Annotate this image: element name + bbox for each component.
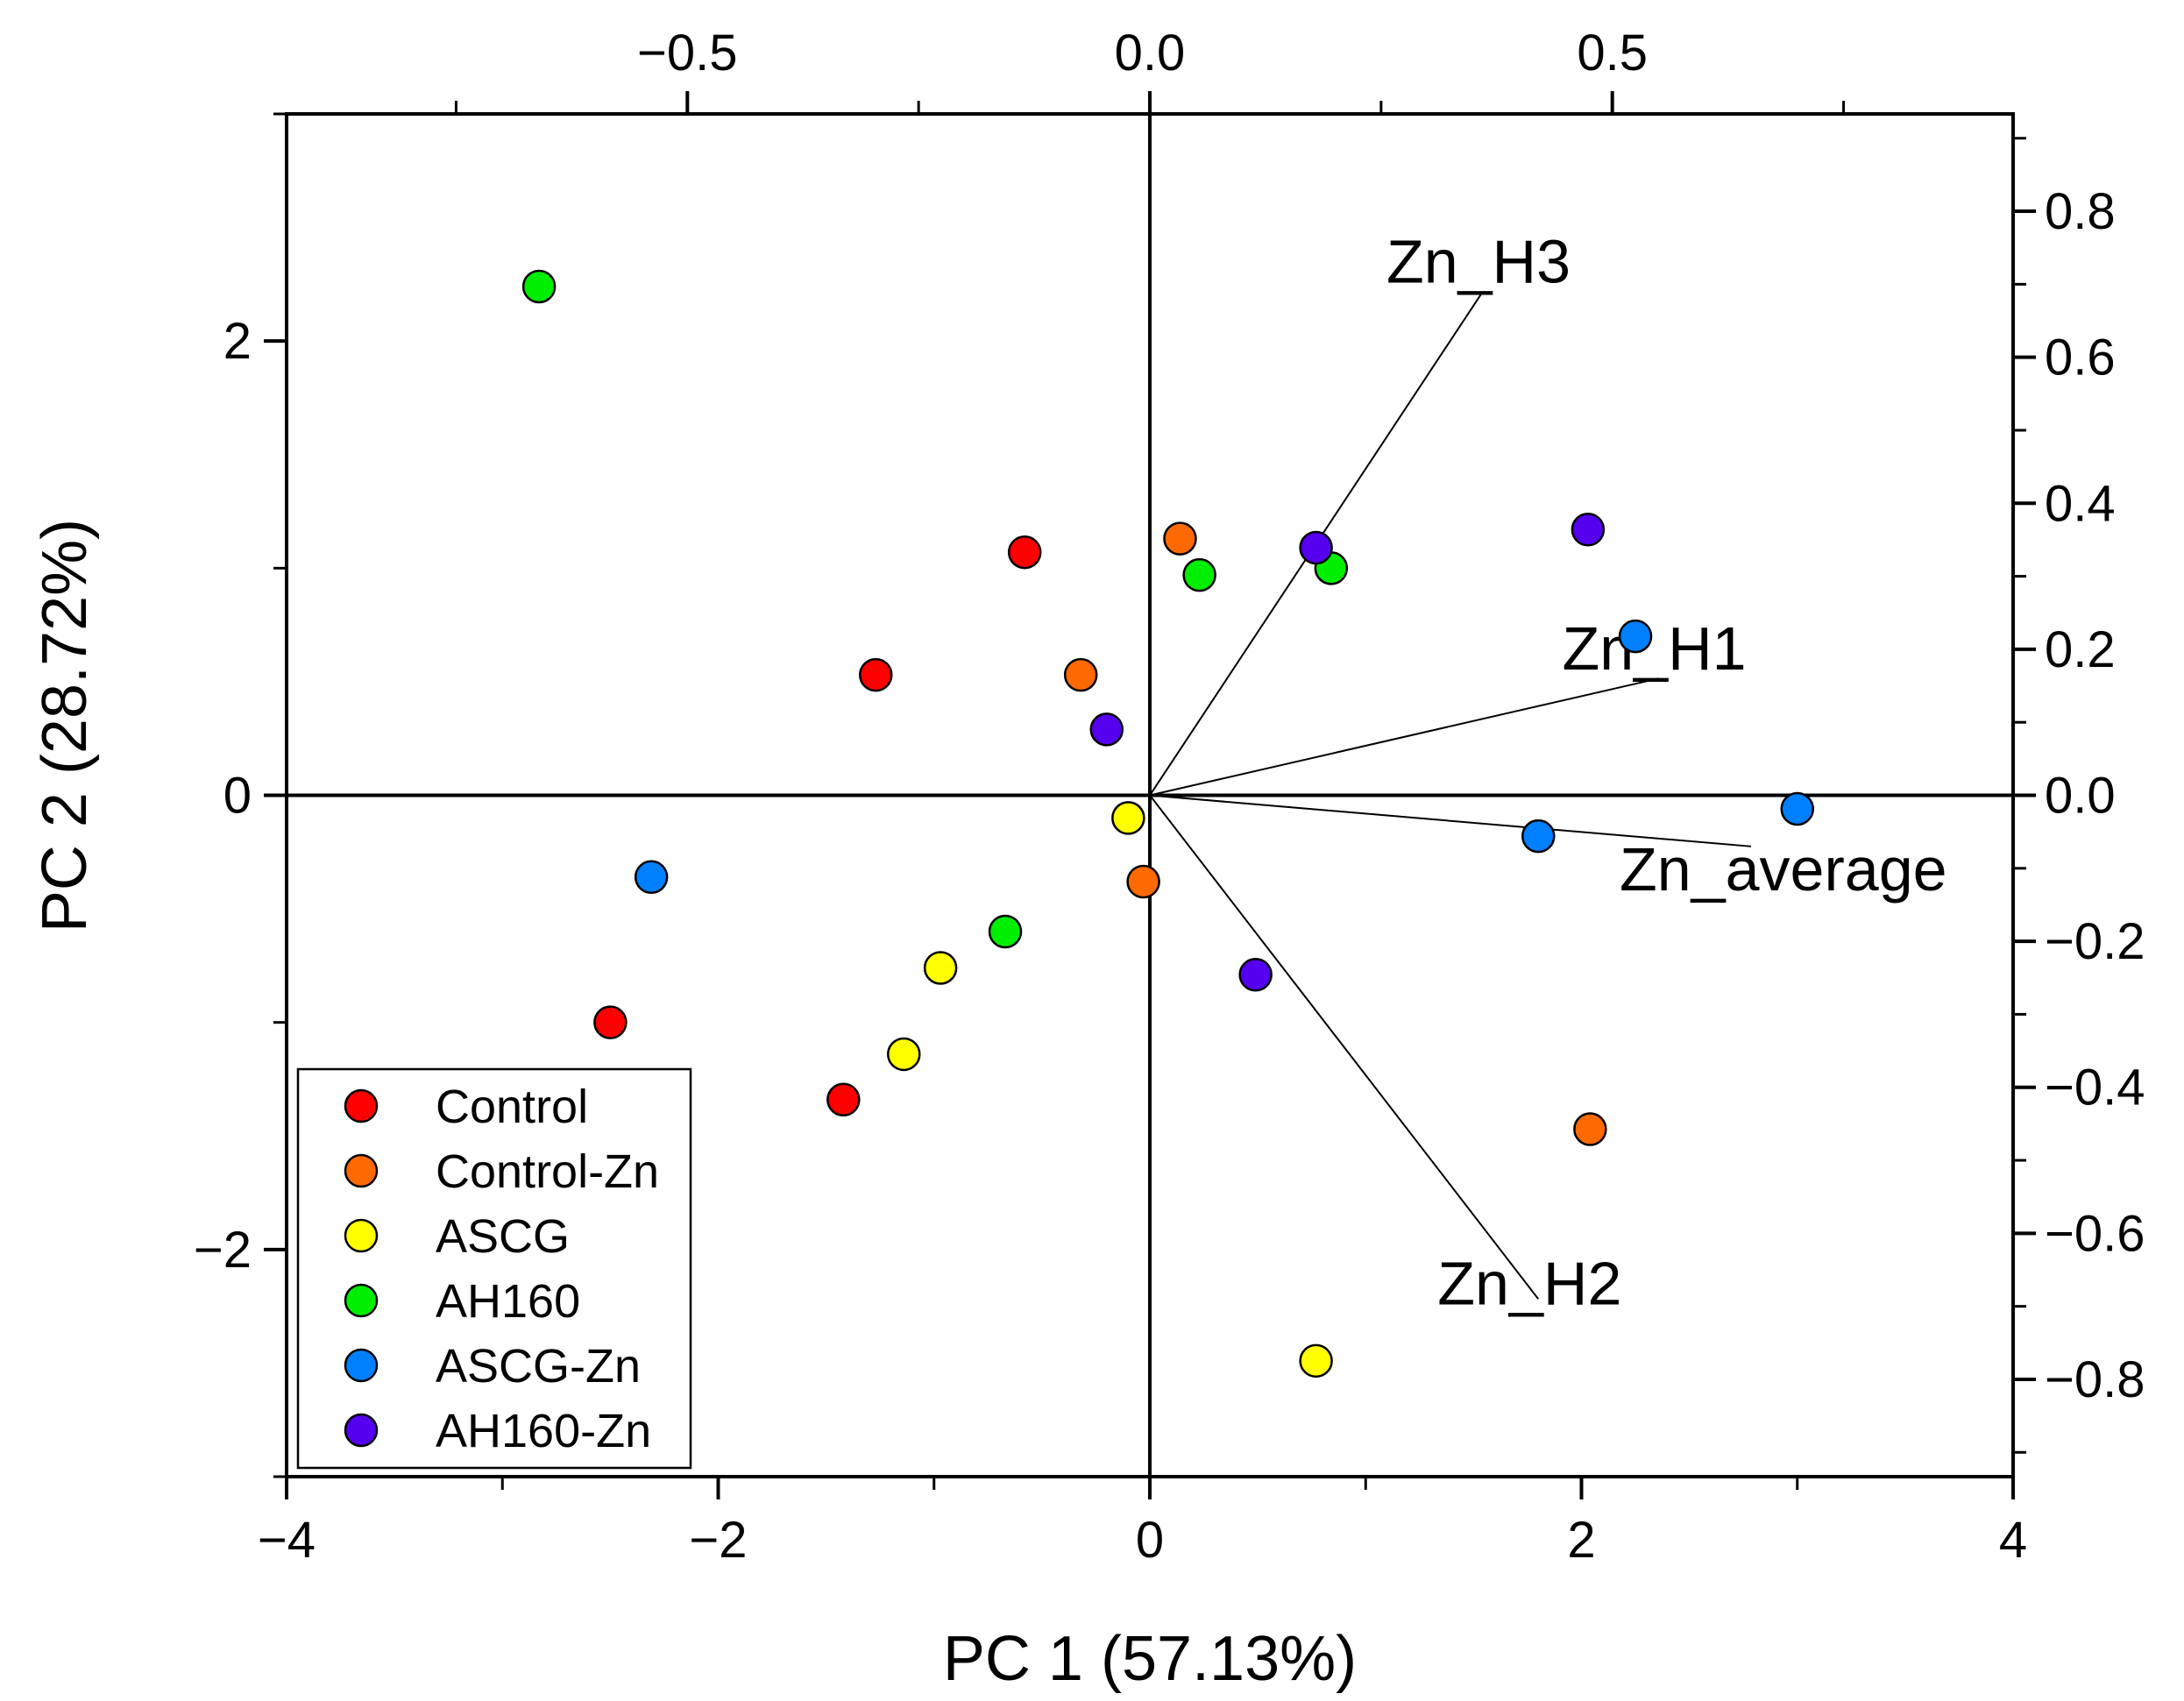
data-point <box>521 269 557 304</box>
legend-marker <box>344 1153 379 1188</box>
axes-layer: −4 −2 0 2 4 −2 0 2 −0.5 0.0 0.5 −0.8 −0.6 −0.4 −0.2 0.0… <box>194 25 2145 1569</box>
data-point <box>1573 1112 1607 1146</box>
top-tick-label: 0.5 <box>1577 25 1648 82</box>
data-point <box>1571 513 1606 547</box>
x-axis-title: PC 1 (57.13%) <box>943 1624 1357 1694</box>
legend-marker <box>344 1348 379 1383</box>
data-point <box>988 914 1023 949</box>
legend-marker <box>344 1088 379 1123</box>
top-tick-label: −0.5 <box>637 25 738 82</box>
data-point <box>1126 864 1160 899</box>
legend-label: AH160 <box>436 1275 580 1328</box>
data-point <box>859 657 893 692</box>
y-tick-label: −2 <box>194 1222 252 1279</box>
right-tick-label: 0.4 <box>2045 475 2116 532</box>
score-points <box>521 269 1814 1379</box>
x-tick-label: 0 <box>1136 1512 1164 1569</box>
right-tick-label: 0.8 <box>2045 183 2116 240</box>
data-point <box>634 860 669 895</box>
loading-vector <box>1149 677 1659 797</box>
legend: Control Control-Zn ASCG AH160 ASCG-Zn AH160-Z… <box>296 1067 692 1470</box>
x-tick-label: 4 <box>1999 1512 2027 1569</box>
x-tick-label: −2 <box>689 1512 747 1569</box>
legend-marker <box>344 1283 379 1318</box>
right-tick-label: −0.2 <box>2045 913 2145 970</box>
data-point <box>1780 791 1814 826</box>
legend-marker <box>344 1413 379 1448</box>
loading-vector <box>1149 794 1540 1300</box>
y-axis-title: PC 2 (28.72%) <box>30 519 100 932</box>
y-tick-label: 2 <box>223 313 252 370</box>
data-point <box>1618 619 1653 654</box>
data-point <box>593 1005 628 1039</box>
loading-label: Zn_average <box>1620 835 1947 904</box>
data-point <box>923 951 958 985</box>
loading-label: Zn_H3 <box>1386 228 1571 296</box>
x-tick-label: −4 <box>258 1512 316 1569</box>
right-tick-label: −0.8 <box>2045 1351 2145 1408</box>
legend-label: AH160-Zn <box>436 1405 651 1457</box>
right-tick-label: −0.4 <box>2045 1060 2145 1116</box>
data-point <box>1521 819 1556 854</box>
legend-label: Control <box>436 1081 588 1133</box>
data-point <box>1299 530 1333 565</box>
legend-label: Control-Zn <box>436 1145 659 1198</box>
right-tick-label: 0.0 <box>2045 768 2116 825</box>
right-tick-label: 0.6 <box>2045 330 2116 386</box>
x-tick-label: 2 <box>1567 1512 1595 1569</box>
loading-vector <box>1149 794 1752 847</box>
data-point <box>1007 535 1042 570</box>
right-tick-label: 0.2 <box>2045 621 2116 678</box>
legend-label: ASCG <box>436 1210 570 1263</box>
data-point <box>1111 801 1145 835</box>
data-point <box>1238 957 1273 992</box>
legend-label: ASCG-Zn <box>436 1340 641 1393</box>
right-tick-label: −0.6 <box>2045 1205 2145 1262</box>
top-tick-label: 0.0 <box>1115 25 1186 82</box>
data-point <box>1163 521 1197 556</box>
data-point <box>1063 657 1098 692</box>
legend-marker <box>344 1218 379 1253</box>
y-tick-label: 0 <box>223 768 252 825</box>
loading-vectors: Zn_H3 Zn_H1 Zn_average Zn_H2 <box>1149 228 1947 1317</box>
legend-items: Control Control-Zn ASCG AH160 ASCG-Zn AH160-Z… <box>344 1081 659 1457</box>
data-point <box>1182 557 1216 592</box>
data-point <box>826 1082 861 1117</box>
loading-label: Zn_H2 <box>1437 1249 1621 1317</box>
loading-label: Zn_H1 <box>1562 614 1746 683</box>
data-point <box>1089 712 1124 747</box>
data-point <box>887 1037 921 1072</box>
data-point <box>1299 1343 1333 1379</box>
legend-box <box>296 1067 692 1470</box>
